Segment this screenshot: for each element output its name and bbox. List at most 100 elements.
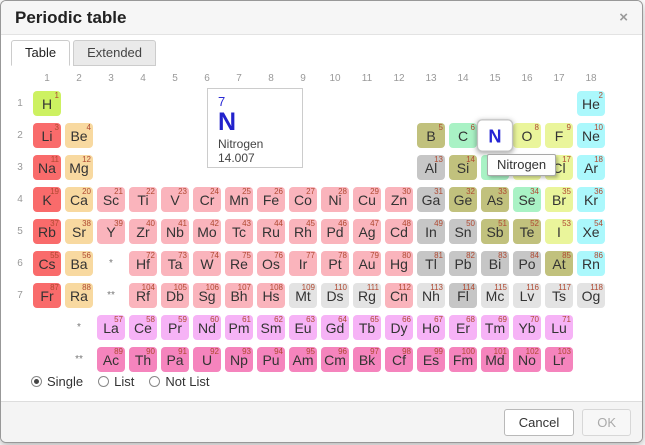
element-tc[interactable]: 43 Tc (225, 219, 253, 244)
element-cr[interactable]: 24 Cr (193, 187, 221, 212)
element-au[interactable]: 79 Au (353, 251, 381, 276)
element-li[interactable]: 3 Li (33, 123, 61, 148)
element-bk[interactable]: 97 Bk (353, 347, 381, 372)
element-ba[interactable]: 56 Ba (65, 251, 93, 276)
element-rh[interactable]: 45 Rh (289, 219, 317, 244)
element-dy[interactable]: 66 Dy (385, 315, 413, 340)
element-pd[interactable]: 46 Pd (321, 219, 349, 244)
element-rf[interactable]: 104 Rf (129, 283, 157, 308)
element-ti[interactable]: 22 Ti (129, 187, 157, 212)
element-cf[interactable]: 98 Cf (385, 347, 413, 372)
element-te[interactable]: 52 Te (513, 219, 541, 244)
element-yb[interactable]: 70 Yb (513, 315, 541, 340)
element-ca[interactable]: 20 Ca (65, 187, 93, 212)
element-nh[interactable]: 113 Nh (417, 283, 445, 308)
element-sn[interactable]: 50 Sn (449, 219, 477, 244)
element-hs[interactable]: 108 Hs (257, 283, 285, 308)
element-fe[interactable]: 26 Fe (257, 187, 285, 212)
radio-list[interactable]: List (98, 374, 134, 389)
element-os[interactable]: 76 Os (257, 251, 285, 276)
element-nd[interactable]: 60 Nd (193, 315, 221, 340)
element-ir[interactable]: 77 Ir (289, 251, 317, 276)
element-kr[interactable]: 36 Kr (577, 187, 605, 212)
element-ru[interactable]: 44 Ru (257, 219, 285, 244)
element-nb[interactable]: 41 Nb (161, 219, 189, 244)
element-sm[interactable]: 62 Sm (257, 315, 285, 340)
element-ra[interactable]: 88 Ra (65, 283, 93, 308)
element-ga[interactable]: 31 Ga (417, 187, 445, 212)
element-no[interactable]: 102 No (513, 347, 541, 372)
element-u[interactable]: 92 U (193, 347, 221, 372)
element-md[interactable]: 101 Md (481, 347, 509, 372)
element-lv[interactable]: 116 Lv (513, 283, 541, 308)
element-pu[interactable]: 94 Pu (257, 347, 285, 372)
element-ta[interactable]: 73 Ta (161, 251, 189, 276)
element-cd[interactable]: 48 Cd (385, 219, 413, 244)
element-tl[interactable]: 81 Tl (417, 251, 445, 276)
element-tb[interactable]: 65 Tb (353, 315, 381, 340)
element-as[interactable]: 33 As (481, 187, 509, 212)
element-br[interactable]: 35 Br (545, 187, 573, 212)
element-am[interactable]: 95 Am (289, 347, 317, 372)
element-ar[interactable]: 18 Ar (577, 155, 605, 180)
element-bh[interactable]: 107 Bh (225, 283, 253, 308)
element-og[interactable]: 118 Og (577, 283, 605, 308)
element-hf[interactable]: 72 Hf (129, 251, 157, 276)
element-mg[interactable]: 12 Mg (65, 155, 93, 180)
element-i[interactable]: 53 I (545, 219, 573, 244)
element-eu[interactable]: 63 Eu (289, 315, 317, 340)
element-na[interactable]: 11 Na (33, 155, 61, 180)
element-er[interactable]: 68 Er (449, 315, 477, 340)
element-ag[interactable]: 47 Ag (353, 219, 381, 244)
element-pr[interactable]: 59 Pr (161, 315, 189, 340)
element-co[interactable]: 27 Co (289, 187, 317, 212)
element-cs[interactable]: 55 Cs (33, 251, 61, 276)
element-w[interactable]: 74 W (193, 251, 221, 276)
element-mo[interactable]: 42 Mo (193, 219, 221, 244)
element-pm[interactable]: 61 Pm (225, 315, 253, 340)
element-mn[interactable]: 25 Mn (225, 187, 253, 212)
element-k[interactable]: 19 K (33, 187, 61, 212)
element-pt[interactable]: 78 Pt (321, 251, 349, 276)
element-ds[interactable]: 110 Ds (321, 283, 349, 308)
element-al[interactable]: 13 Al (417, 155, 445, 180)
element-ho[interactable]: 67 Ho (417, 315, 445, 340)
element-cn[interactable]: 112 Cn (385, 283, 413, 308)
element-po[interactable]: 84 Po (513, 251, 541, 276)
element-y[interactable]: 39 Y (97, 219, 125, 244)
radio-single[interactable]: Single (31, 374, 83, 389)
element-la[interactable]: 57 La (97, 315, 125, 340)
element-ne[interactable]: 10 Ne (577, 123, 605, 148)
element-v[interactable]: 23 V (161, 187, 189, 212)
element-se[interactable]: 34 Se (513, 187, 541, 212)
close-icon[interactable]: × (619, 9, 628, 26)
element-ts[interactable]: 117 Ts (545, 283, 573, 308)
element-mt[interactable]: 109 Mt (289, 283, 317, 308)
element-fl[interactable]: 114 Fl (449, 283, 477, 308)
element-n[interactable]: 7N (476, 119, 514, 152)
element-pa[interactable]: 91 Pa (161, 347, 189, 372)
element-sc[interactable]: 21 Sc (97, 187, 125, 212)
element-re[interactable]: 75 Re (225, 251, 253, 276)
element-gd[interactable]: 64 Gd (321, 315, 349, 340)
element-np[interactable]: 93 Np (225, 347, 253, 372)
element-sg[interactable]: 106 Sg (193, 283, 221, 308)
element-fm[interactable]: 100 Fm (449, 347, 477, 372)
cancel-button[interactable]: Cancel (503, 408, 575, 436)
element-ni[interactable]: 28 Ni (321, 187, 349, 212)
element-ge[interactable]: 32 Ge (449, 187, 477, 212)
element-tm[interactable]: 69 Tm (481, 315, 509, 340)
element-rn[interactable]: 86 Rn (577, 251, 605, 276)
element-lr[interactable]: 103 Lr (545, 347, 573, 372)
element-xe[interactable]: 54 Xe (577, 219, 605, 244)
element-at[interactable]: 85 At (545, 251, 573, 276)
element-in[interactable]: 49 In (417, 219, 445, 244)
element-sr[interactable]: 38 Sr (65, 219, 93, 244)
element-hg[interactable]: 80 Hg (385, 251, 413, 276)
tab-extended[interactable]: Extended (73, 40, 157, 66)
